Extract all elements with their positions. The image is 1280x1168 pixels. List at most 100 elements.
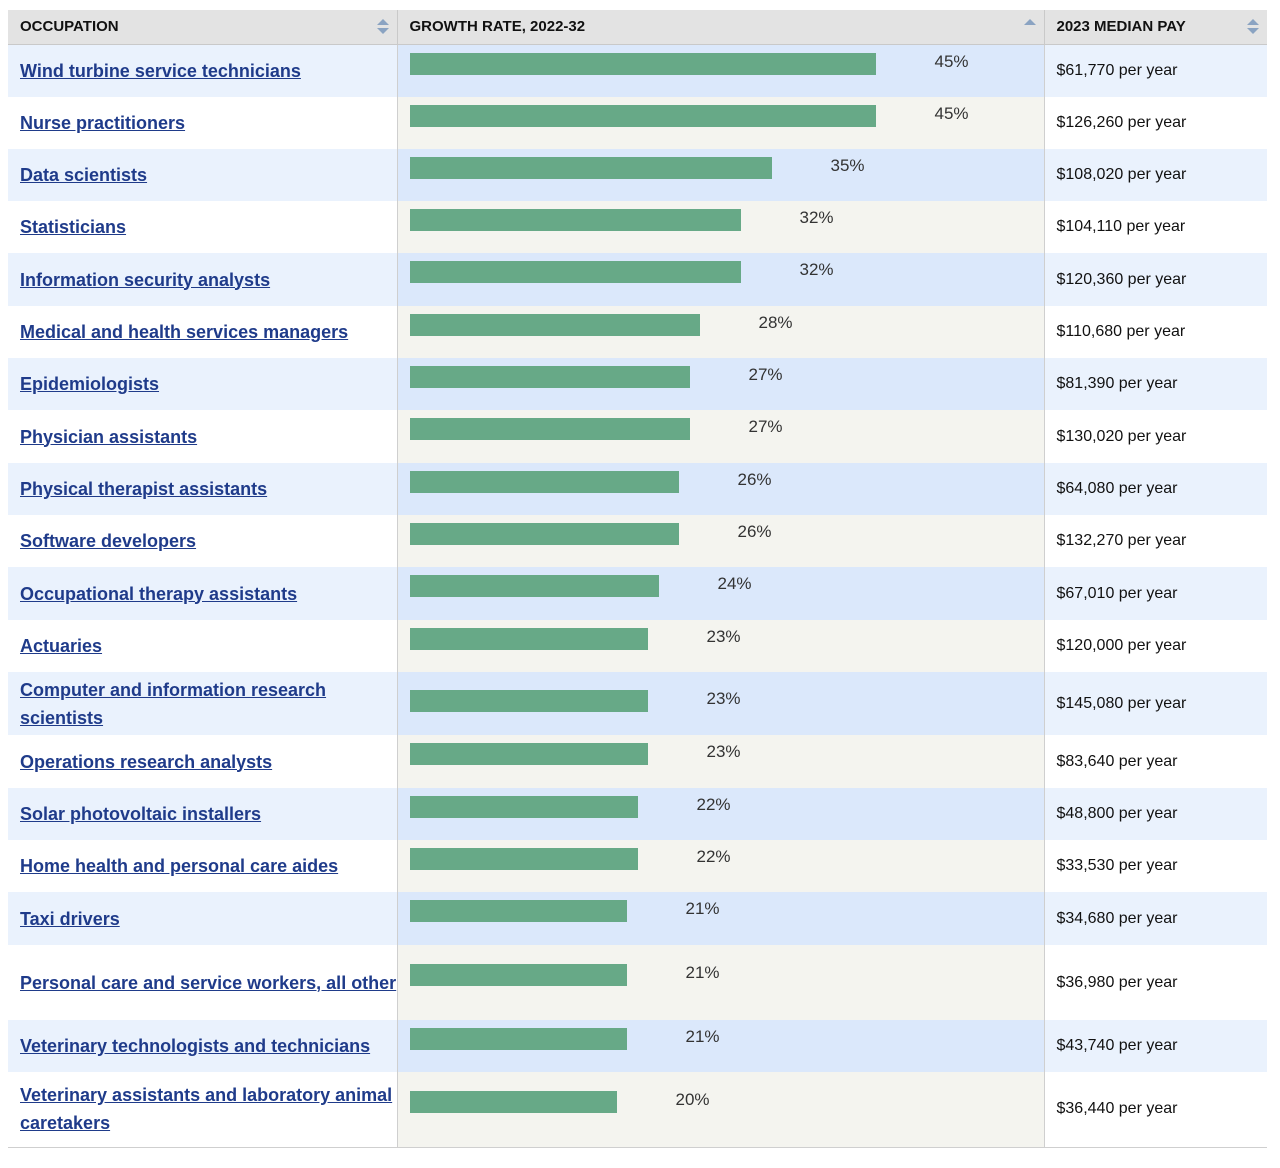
table-row: Actuaries 23% $120,000 per year	[8, 620, 1267, 672]
growth-rate-cell: 23%	[396, 620, 1045, 672]
sort-both-icon[interactable]	[376, 19, 389, 35]
growth-bar	[409, 964, 627, 986]
header-row: OCCUPATION GROWTH RATE, 2022-32 2023 MED…	[8, 10, 1267, 45]
growth-value-label: 21%	[685, 1027, 720, 1046]
growth-bar	[409, 105, 876, 127]
occupation-link[interactable]: Epidemiologists	[20, 374, 160, 394]
growth-value-label: 23%	[706, 627, 741, 646]
occupation-cell: Data scientists	[8, 149, 397, 201]
median-pay-cell: $34,680 per year	[1044, 892, 1267, 945]
growth-rate-cell: 26%	[396, 515, 1045, 567]
growth-value-label: 23%	[706, 689, 741, 708]
growth-rate-cell: 45%	[396, 97, 1045, 149]
occupation-link[interactable]: Physical therapist assistants	[20, 479, 268, 499]
growth-value-label: 27%	[748, 417, 783, 436]
occupation-cell: Physician assistants	[8, 410, 397, 463]
median-pay-cell: $67,010 per year	[1044, 567, 1267, 620]
table-row: Veterinary technologists and technicians…	[8, 1020, 1267, 1072]
table-row: Physical therapist assistants 26% $64,080 …	[8, 463, 1267, 515]
growth-rate-cell: 23%	[396, 735, 1045, 788]
occupations-table: OCCUPATION GROWTH RATE, 2022-32 2023 MED…	[8, 10, 1267, 1148]
growth-value-label: 20%	[675, 1090, 710, 1109]
occupation-link[interactable]: Occupational therapy assistants	[20, 583, 298, 604]
table-row: Medical and health services managers 28% $…	[8, 306, 1267, 358]
growth-rate-cell: 23%	[396, 672, 1045, 735]
growth-bar	[409, 796, 638, 818]
occupation-link[interactable]: Solar photovoltaic installers	[20, 804, 262, 824]
growth-value-label: 35%	[830, 156, 865, 175]
table-row: Operations research analysts 23% $83,640 p…	[8, 735, 1267, 788]
occupation-link[interactable]: Nurse practitioners	[20, 113, 186, 133]
table-row: Wind turbine service technicians 45% $61,7…	[8, 44, 1267, 97]
occupation-link[interactable]: Home health and personal care aides	[20, 856, 339, 876]
occupation-link[interactable]: Software developers	[20, 531, 197, 551]
table-row: Personal care and service workers, all o…	[8, 945, 1267, 1020]
median-pay-cell: $33,530 per year	[1044, 840, 1267, 892]
occupation-link[interactable]: Veterinary technologists and technicians	[20, 1036, 371, 1056]
occupation-cell: Taxi drivers	[8, 892, 397, 945]
occupation-cell: Veterinary technologists and technicians	[8, 1020, 397, 1072]
occupation-link[interactable]: Taxi drivers	[20, 908, 120, 929]
growth-bar	[409, 52, 876, 75]
growth-bar	[409, 900, 627, 922]
growth-rate-cell: 24%	[396, 567, 1045, 620]
occupation-cell: Information security analysts	[8, 253, 397, 306]
growth-bar	[409, 1028, 627, 1050]
occupation-link[interactable]: Information security analysts	[20, 269, 271, 290]
occupation-link[interactable]: Personal care and service workers, all o…	[20, 972, 397, 993]
occupation-header[interactable]: OCCUPATION	[8, 10, 397, 45]
growth-rate-cell: 21%	[396, 892, 1045, 945]
occupation-link[interactable]: Statisticians	[20, 217, 127, 237]
growth-bar	[409, 743, 648, 765]
occupation-cell: Statisticians	[8, 201, 397, 253]
growth-bar	[409, 628, 648, 650]
growth-rate-header-label: GROWTH RATE, 2022-32	[409, 18, 586, 36]
median-pay-cell: $61,770 per year	[1044, 44, 1267, 97]
occupation-link[interactable]: Medical and health services managers	[20, 322, 349, 342]
table-row: Statisticians 32% $104,110 per year	[8, 201, 1267, 253]
median-pay-cell: $120,000 per year	[1044, 620, 1267, 672]
growth-bar	[409, 366, 690, 388]
occupation-link[interactable]: Physician assistants	[20, 426, 198, 447]
median-pay-header-label: 2023 MEDIAN PAY	[1056, 18, 1186, 36]
sort-both-icon[interactable]	[1247, 19, 1259, 35]
occupation-link[interactable]: Data scientists	[20, 165, 148, 185]
median-pay-cell: $36,980 per year	[1044, 945, 1267, 1020]
table-row: Physician assistants 27% $130,020 per year	[8, 410, 1267, 463]
growth-value-label: 24%	[717, 574, 752, 593]
growth-value-label: 45%	[934, 51, 969, 71]
occupation-cell: Epidemiologists	[8, 358, 397, 410]
growth-value-label: 21%	[685, 899, 720, 918]
sort-ascending-icon[interactable]	[1023, 19, 1036, 35]
median-pay-cell: $83,640 per year	[1044, 735, 1267, 788]
occupation-cell: Occupational therapy assistants	[8, 567, 397, 620]
table-row: Information security analysts 32% $120,360…	[8, 253, 1267, 306]
occupation-cell: Nurse practitioners	[8, 97, 397, 149]
table-row: Veterinary assistants and laboratory ani…	[8, 1072, 1267, 1147]
growth-bar	[409, 209, 741, 231]
occupation-link[interactable]: Wind turbine service technicians	[20, 60, 301, 81]
occupation-link[interactable]: Veterinary assistants and laboratory ani…	[20, 1085, 393, 1134]
growth-value-label: 23%	[706, 742, 741, 761]
occupation-cell: Software developers	[8, 515, 397, 567]
occupation-link[interactable]: Operations research analysts	[20, 751, 273, 772]
growth-rate-header[interactable]: GROWTH RATE, 2022-32	[396, 10, 1044, 45]
growth-rate-cell: 35%	[396, 149, 1045, 201]
growth-bar	[409, 848, 638, 870]
growth-rate-cell: 21%	[396, 1020, 1045, 1072]
occupation-link[interactable]: Computer and information research scient…	[20, 679, 327, 728]
occupation-link[interactable]: Actuaries	[20, 636, 103, 656]
growth-value-label: 32%	[799, 260, 834, 279]
median-pay-header[interactable]: 2023 MEDIAN PAY	[1043, 10, 1267, 45]
growth-rate-cell: 26%	[396, 463, 1045, 515]
growth-rate-cell: 28%	[396, 306, 1045, 358]
growth-value-label: 26%	[737, 470, 772, 489]
growth-value-label: 28%	[758, 313, 793, 332]
growth-rate-cell: 27%	[396, 410, 1045, 463]
median-pay-cell: $126,260 per year	[1044, 97, 1267, 149]
median-pay-cell: $43,740 per year	[1044, 1020, 1267, 1072]
growth-rate-cell: 22%	[396, 840, 1045, 892]
median-pay-cell: $48,800 per year	[1044, 788, 1267, 840]
table-row: Taxi drivers 21% $34,680 per year	[8, 892, 1267, 945]
growth-value-label: 32%	[799, 208, 834, 227]
